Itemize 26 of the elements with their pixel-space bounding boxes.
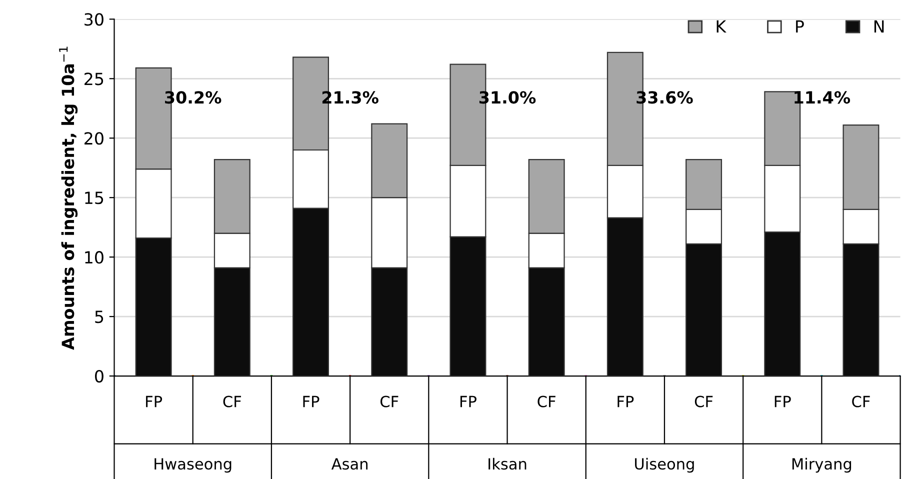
- y-tick-label: 15: [85, 192, 104, 204]
- text: Uiseong: [635, 458, 694, 473]
- y-tick-label: 10: [85, 251, 104, 264]
- x-tick-label: CF: [223, 396, 241, 408]
- x-tick-label: CF: [694, 396, 713, 408]
- x-tick-label: CF: [380, 396, 398, 408]
- y-axis-title: Amounts of ingredient, kg 10a$^{−1}$: [59, 46, 78, 350]
- legend-label: N: [874, 20, 884, 33]
- text: Asan: [331, 458, 368, 470]
- x-tick-label: FP: [146, 396, 162, 408]
- y-tick-label: 20: [84, 132, 104, 145]
- legend-label: P: [796, 20, 804, 33]
- x-tick-label: CF: [538, 396, 556, 408]
- text: Hwaseong: [154, 458, 232, 473]
- x-tick-label: FP: [618, 396, 634, 408]
- x-tick-label: FP: [460, 396, 476, 408]
- y-tick-label: 0: [95, 370, 104, 383]
- x-tick-label: FP: [774, 396, 791, 408]
- text: Iksan: [488, 458, 526, 470]
- y-tick-label: 30: [84, 13, 104, 26]
- x-tick-label: FP: [303, 396, 320, 408]
- text: Miryang: [792, 458, 852, 473]
- y-tick-label: 25: [84, 72, 104, 86]
- x-tick-label: CF: [852, 396, 870, 408]
- y-tick-label: 5: [95, 310, 104, 324]
- legend-label: K: [716, 20, 726, 33]
